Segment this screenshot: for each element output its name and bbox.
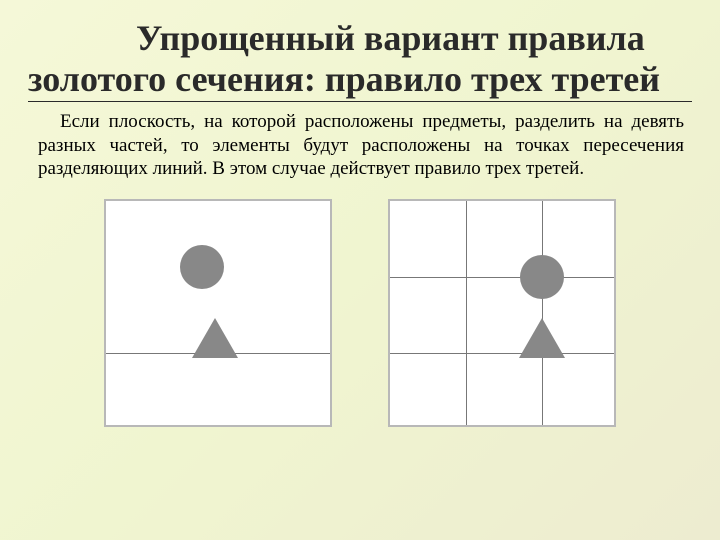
diagram-right bbox=[388, 199, 616, 427]
triangle-icon bbox=[192, 318, 238, 358]
triangle-icon bbox=[519, 318, 565, 358]
circle-icon bbox=[180, 245, 224, 289]
slide-title: Упрощенный вариант правила золотого сече… bbox=[28, 18, 692, 102]
grid-hline bbox=[390, 277, 614, 278]
circle-icon bbox=[520, 255, 564, 299]
grid-vline bbox=[466, 201, 467, 425]
diagrams-row bbox=[28, 199, 692, 427]
grid-vline bbox=[542, 201, 543, 425]
diagram-left bbox=[104, 199, 332, 427]
slide-body-text: Если плоскость, на которой расположены п… bbox=[28, 110, 692, 181]
grid-hline bbox=[390, 353, 614, 354]
